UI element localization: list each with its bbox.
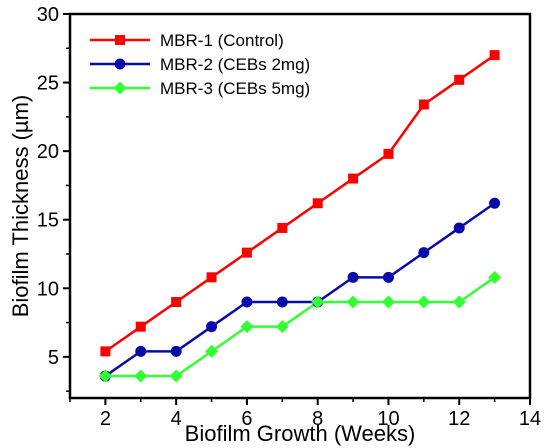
legend-label: MBR-2 (CEBs 2mg) [160,55,310,74]
series-1-point [277,222,288,233]
series-1-point [241,247,252,258]
series-1-point [100,346,111,357]
legend-label: MBR-3 (CEBs 5mg) [160,79,310,98]
y-tick-label: 30 [37,4,59,26]
series-line-1 [104,54,496,353]
x-tick-label: 12 [448,408,470,430]
x-tick-label: 6 [241,408,252,430]
series-1-point [489,50,500,61]
series-1-point [171,297,182,307]
x-tick-label: 14 [519,408,541,430]
y-tick-label: 10 [37,278,59,300]
series-2-point [418,247,430,259]
legend: MBR-1 (Control) MBR-2 (CEBs 2mg) MBR-3 (CE… [90,31,310,98]
legend-marker [114,58,126,70]
x-tick-label: 4 [171,408,182,430]
series-2-point [170,345,182,357]
x-tick-label: 2 [100,408,111,430]
y-tick-label: 20 [37,141,59,163]
x-axis-title: Biofilm Growth (Weeks) [185,421,416,446]
series-3-point [346,295,360,309]
legend-marker [113,81,127,95]
x-tick-label: 10 [377,408,399,430]
series-3-point [169,369,183,383]
series-1-point [383,148,394,159]
series-2-point [453,222,465,234]
series-3-point [240,320,254,334]
plot-markers [98,50,502,383]
y-tick-label: 15 [37,210,59,232]
series-1-point [454,74,465,85]
series-3-point [205,344,219,358]
series-1-point [418,99,429,110]
series-2-point [382,271,394,283]
legend-marker [115,35,125,45]
series-2-point [347,271,359,283]
series-2-point [276,296,288,308]
y-tick-label: 5 [48,347,59,369]
legend-label: MBR-1 (Control) [160,31,284,50]
series-1-point [312,198,323,209]
series-3-point [98,369,112,383]
series-3-point [452,295,466,309]
series-line-2 [104,202,496,378]
y-axis: 5 10 15 20 25 30 [37,4,70,392]
series-2-point [135,345,147,357]
series-1-point [348,173,359,184]
series-3-point [381,295,395,309]
series-2-point [241,296,253,308]
plot-lines [104,54,496,378]
y-tick-label: 25 [37,73,59,95]
series-2-point [489,197,501,209]
series-3-point [417,295,431,309]
x-tick-label: 8 [312,408,323,430]
series-3-point [134,369,148,383]
series-2-point [206,321,218,333]
x-axis: 2 4 6 8 10 12 14 [69,398,541,430]
series-3-point [488,270,502,284]
y-axis-title: Biofilm Thickness (µm) [8,95,33,318]
series-line-3 [105,276,496,378]
series-3-point [275,320,289,334]
plot-frame [68,12,532,400]
series-3-point [311,295,325,309]
series-1-point [135,321,146,332]
series-1-point [206,272,217,283]
